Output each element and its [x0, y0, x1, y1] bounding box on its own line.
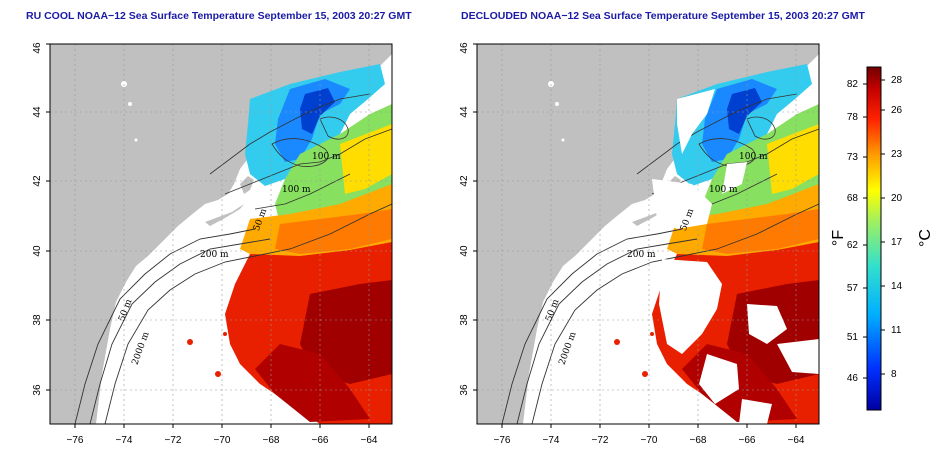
right-map-title: DECLOUDED NOAA−12 Sea Surface Temperatur… [461, 10, 865, 22]
left-lon-label: −72 [165, 435, 182, 446]
left-lon-label: −74 [116, 435, 133, 446]
left-lat-label: 42 [32, 175, 43, 187]
left-lat-label: 36 [32, 384, 43, 396]
colorbar-f-label: 78 [847, 112, 859, 123]
colorbar-c-label: 23 [891, 149, 903, 160]
contour-label: 200 m [200, 250, 229, 260]
left-lon-label: −70 [214, 435, 231, 446]
colorbar-gradient [866, 66, 882, 411]
right-lon-label: −64 [788, 435, 805, 446]
colorbar-c-label: 28 [891, 75, 903, 86]
temperature-colorbar: 82 78 73 68 62 57 51 46 28 26 23 20 17 1… [830, 66, 934, 411]
left-map-title: RU COOL NOAA−12 Sea Surface Temperature … [26, 10, 412, 22]
contour-label: 100 m [709, 185, 738, 195]
contour-label: 100 m [312, 152, 341, 162]
colorbar-unit-c: °C [917, 229, 934, 247]
right-lon-label: −70 [641, 435, 658, 446]
right-lat-label: 42 [459, 175, 470, 187]
right-lat-axis [473, 43, 477, 391]
colorbar-c-label: 8 [891, 369, 897, 380]
colorbar-c-label: 11 [891, 325, 902, 336]
left-lon-label: −66 [312, 435, 329, 446]
left-lon-label: −76 [67, 435, 84, 446]
colorbar-c-label: 17 [891, 237, 903, 248]
right-lon-label: −76 [494, 435, 511, 446]
right-lon-label: −74 [543, 435, 560, 446]
right-lat-label: 40 [459, 245, 470, 257]
colorbar-f-label: 46 [847, 373, 859, 384]
colorbar-f-label: 73 [847, 152, 859, 163]
right-lon-label: −66 [739, 435, 756, 446]
contour-label: 100 m [282, 185, 311, 195]
left-lat-label: 38 [32, 314, 43, 326]
colorbar-c-label: 26 [891, 105, 903, 116]
right-lat-label: 44 [459, 106, 470, 118]
colorbar-f-label: 62 [847, 240, 859, 251]
left-sst-map: 100 m 100 m 50 m 200 m 50 m 2000 m [49, 43, 393, 425]
left-lat-axis [46, 43, 50, 391]
right-lon-label: −72 [592, 435, 609, 446]
left-lat-label: 44 [32, 106, 43, 118]
colorbar-f-label: 82 [847, 79, 859, 90]
left-lat-label: 46 [32, 42, 43, 54]
left-lon-label: −64 [361, 435, 378, 446]
left-lon-axis [74, 424, 370, 428]
colorbar-f-label: 51 [847, 332, 859, 343]
left-lat-label: 40 [32, 245, 43, 257]
colorbar-c-label: 14 [891, 281, 903, 292]
colorbar-f-label: 68 [847, 193, 859, 204]
right-lon-label: −68 [690, 435, 707, 446]
right-lat-label: 36 [459, 384, 470, 396]
contour-label: 200 m [627, 250, 656, 260]
colorbar-c-label: 20 [891, 193, 903, 204]
contour-label: 100 m [739, 152, 768, 162]
right-lat-label: 38 [459, 314, 470, 326]
right-lat-label: 46 [459, 42, 470, 54]
colorbar-f-label: 57 [847, 283, 859, 294]
left-lon-label: −68 [263, 435, 280, 446]
right-sst-map: 100 m 100 m 50 m 200 m 50 m 2000 m [476, 43, 820, 425]
colorbar-unit-f: °F [830, 230, 847, 246]
right-lon-axis [501, 424, 797, 428]
